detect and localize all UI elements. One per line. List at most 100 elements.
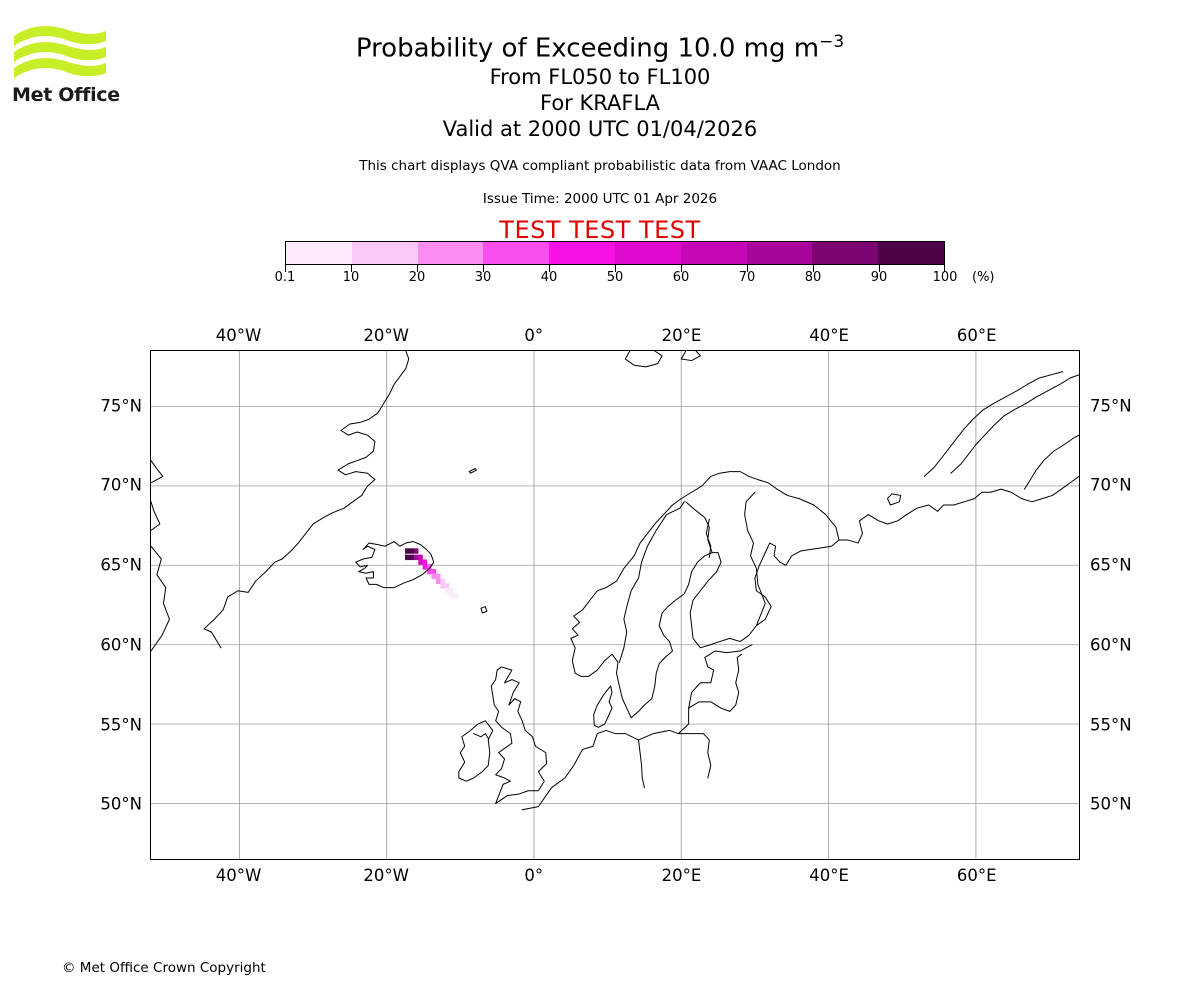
plume-cell [435,578,441,584]
coastline-segment [838,475,1079,544]
coastline-segment [624,351,663,368]
qva-note: This chart displays QVA compliant probab… [359,158,841,174]
colorbar-tick-label: 70 [738,270,756,285]
plume-cell [427,568,432,575]
coastline-segment [705,518,712,558]
page-title-exponent: −3 [819,32,845,52]
latitude-tick-label: 70°N [100,475,142,495]
colorbar-tick [681,265,682,272]
colorbar-band-5 [614,242,681,264]
latitude-tick-label: 55°N [1090,715,1132,735]
colorbar-ticks [285,265,945,272]
latitude-tick-label: 60°N [100,635,142,655]
ash-probability-map[interactable] [150,350,1080,860]
coastline-segment [1024,434,1079,490]
colorbar-tick [417,265,418,272]
colorbar-tick-label: 0.1 [274,270,296,285]
colorbar-tick [351,265,352,272]
coastline-segment [480,606,488,614]
coastline-segment [203,351,410,649]
page-title: Probability of Exceeding 10.0 mg m−3 [0,26,1200,65]
colorbar-band-6 [680,242,747,264]
colorbar-tick-label: 60 [672,270,690,285]
issue-time: Issue Time: 2000 UTC 01 Apr 2026 [482,191,718,207]
coastline-segment [468,467,477,474]
volcano-subtitle: For KRAFLA [540,91,660,115]
colorbar-band-8 [812,242,879,264]
longitude-tick-label: 20°W [363,326,409,345]
plume-cell [409,548,415,554]
ash-plume-layer [405,548,459,599]
latitude-tick-label: 60°N [1090,635,1132,655]
colorbar-tick-label: 10 [342,270,360,285]
plume-cell [440,578,445,584]
colorbar-unit-label: (%) [972,270,995,285]
colorbar-tick [879,265,880,272]
plume-cell [418,554,423,561]
colorbar-band-1 [351,242,418,264]
coastline-segment [521,644,753,811]
plume-cell [422,564,428,570]
colorbar-tick [747,265,748,272]
colorbar-band-0 [286,242,352,264]
coastline-segment [688,653,743,712]
test-banner: TEST TEST TEST [499,216,701,244]
longitude-tick-label: 20°W [363,866,409,885]
plume-cell [422,559,428,565]
colorbar-tick-label: 80 [804,270,822,285]
coastline-segment [685,501,713,554]
plume-cell [444,588,450,594]
probability-colorbar [285,241,945,265]
latitude-tick-label: 65°N [100,555,142,575]
colorbar-tick-label: 30 [474,270,492,285]
coastlines [151,351,1079,811]
longitude-tick-label: 40°E [809,326,849,345]
colorbar-tick-label: 40 [540,270,558,285]
coastline-segment [473,733,489,739]
coastline-segment [570,471,840,719]
latitude-tick-label: 50°N [100,794,142,814]
colorbar-tick-label: 20 [408,270,426,285]
colorbar-tick [483,265,484,272]
coastline-segment [680,351,701,362]
plume-cell [413,548,419,554]
colorbar-band-3 [483,242,550,264]
latitude-tick-label: 75°N [100,396,142,416]
colorbar-tick [615,265,616,272]
colorbar-tick-label: 50 [606,270,624,285]
coastline-segment [923,371,1064,477]
map-gridlines [151,351,1079,859]
longitude-tick-label: 0° [524,326,544,345]
colorbar-tick-label: 100 [932,270,958,285]
longitude-tick-label: 60°E [956,866,997,885]
colorbar-swatches [285,241,945,265]
met-office-logo: Met Office [10,22,120,114]
met-office-wave-icon [14,26,106,78]
plume-cell [405,554,410,561]
plume-cell [431,568,437,575]
valid-time-subtitle: Valid at 2000 UTC 01/04/2026 [442,117,758,141]
longitude-tick-label: 20°E [661,326,702,345]
colorbar-tick-labels: 0.1 10 20 30 40 50 60 70 80 90 100 [275,270,958,288]
colorbar-tick [285,265,286,272]
flight-level-subtitle: From FL050 to FL100 [489,65,711,89]
longitude-tick-label: 40°W [215,866,262,885]
longitude-tick-label: 20°E [661,866,702,885]
coastline-segment [593,685,613,728]
coastline-segment [744,491,766,627]
plume-cell [431,573,437,580]
latitude-tick-label: 55°N [100,715,142,735]
coastline-segment [151,545,170,652]
colorbar-band-7 [746,242,813,264]
plume-cell [444,583,450,589]
met-office-wordmark: Met Office [12,84,120,106]
plume-cell [440,583,445,589]
colorbar-band-9 [878,242,944,264]
coastline-segment [151,501,161,531]
coastline-segment [458,720,494,782]
plume-cell [435,573,441,580]
coastline-segment [490,666,548,804]
colorbar-band-2 [417,242,484,264]
longitude-tick-label: 60°E [956,326,997,345]
colorbar-tick [549,265,550,272]
